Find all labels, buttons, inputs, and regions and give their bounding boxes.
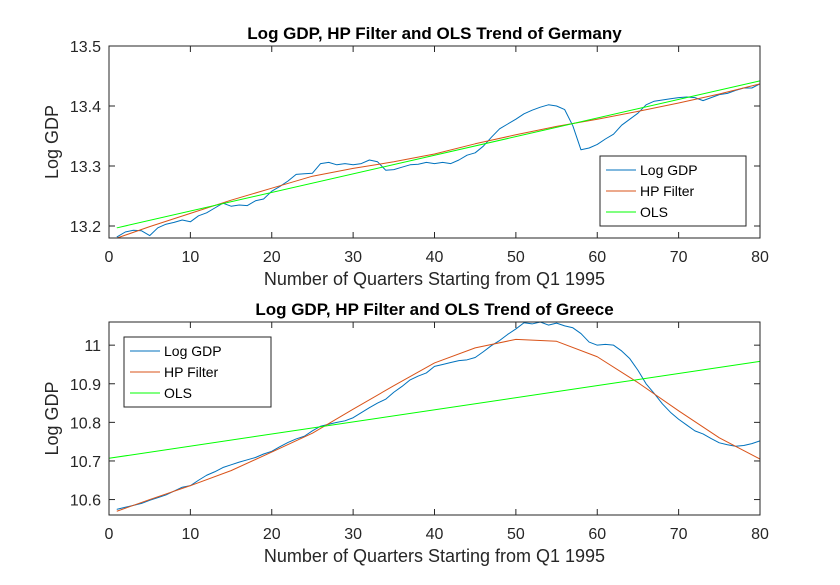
legend: Log GDP HP Filter OLS [123, 336, 272, 408]
y-tick-label: 10.9 [70, 377, 101, 394]
series-group [109, 322, 760, 512]
legend-label: OLS [164, 385, 192, 401]
series-line-hp-filter [116, 338, 760, 512]
x-tick-label: 20 [263, 526, 281, 543]
x-tick-label: 70 [670, 526, 688, 543]
x-tick-label: 80 [751, 249, 769, 266]
x-tick-label: 40 [426, 249, 444, 266]
x-tick-label: 30 [344, 526, 362, 543]
x-tick-label: 70 [670, 249, 688, 266]
y-tick-label: 13.5 [70, 39, 101, 56]
x-tick-label: 0 [105, 526, 114, 543]
legend-label: HP Filter [164, 364, 219, 380]
y-tick-label: 10.6 [70, 493, 101, 510]
series-line-log-gdp [116, 322, 760, 510]
x-tick-label: 20 [263, 249, 281, 266]
x-tick-label: 0 [105, 249, 114, 266]
series-line-ols [109, 360, 760, 459]
y-axis-label: Log GDP [42, 381, 62, 455]
x-axis-label: Number of Quarters Starting from Q1 1995 [264, 546, 605, 566]
y-tick-label: 13.3 [70, 159, 101, 176]
series-group [116, 80, 760, 238]
x-tick-label: 50 [507, 526, 525, 543]
x-tick-label: 80 [751, 526, 769, 543]
series-line-ols [116, 80, 760, 229]
x-tick-label: 10 [181, 526, 199, 543]
y-tick-label: 11 [84, 338, 101, 355]
x-tick-label: 10 [181, 249, 199, 266]
germany-chart: 0 10 20 30 40 50 60 70 80 13.2 13.3 13.4 13.5 Log GDP… [42, 24, 769, 289]
y-tick-label: 10.7 [70, 454, 101, 471]
chart-title: Log GDP, HP Filter and OLS Trend of Germ… [247, 24, 622, 43]
chart-title: Log GDP, HP Filter and OLS Trend of Gree… [255, 300, 613, 319]
legend-label: OLS [640, 204, 668, 220]
greece-chart: 0 10 20 30 40 50 60 70 80 10.6 10.7 10.8 10.9 11 Log G… [42, 300, 769, 566]
legend-label: Log GDP [640, 162, 698, 178]
x-tick-label: 50 [507, 249, 525, 266]
y-axis-label: Log GDP [42, 105, 62, 179]
y-tick-label: 10.8 [70, 415, 101, 432]
legend-label: Log GDP [164, 343, 222, 359]
x-tick-label: 60 [588, 526, 606, 543]
x-tick-label: 30 [344, 249, 362, 266]
legend-label: HP Filter [640, 183, 695, 199]
y-tick-label: 13.4 [70, 99, 101, 116]
x-tick-label: 60 [588, 249, 606, 266]
x-axis-label: Number of Quarters Starting from Q1 1995 [264, 269, 605, 289]
y-tick-label: 13.2 [70, 219, 101, 236]
legend: Log GDP HP Filter OLS [599, 155, 747, 227]
x-tick-label: 40 [426, 526, 444, 543]
